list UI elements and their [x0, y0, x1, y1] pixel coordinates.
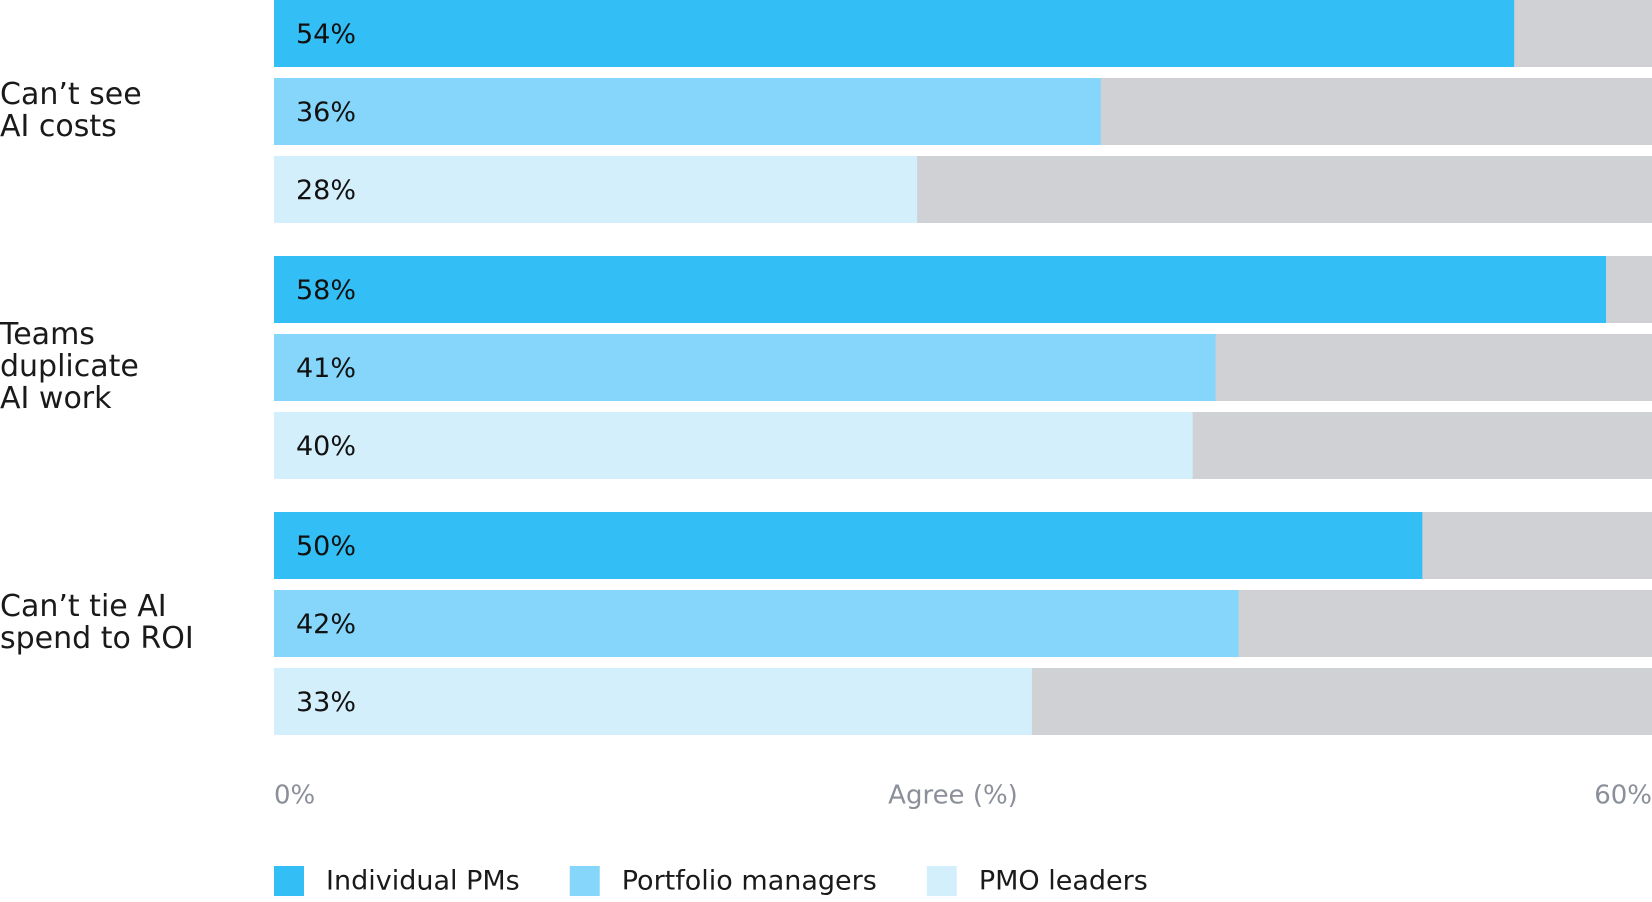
legend-label: Individual PMs: [326, 866, 520, 897]
category-label: spend to ROI: [0, 621, 194, 656]
value-label: 36%: [296, 97, 356, 128]
value-label: 33%: [296, 687, 356, 718]
bar: [274, 512, 1423, 579]
legend-swatch: [926, 866, 957, 896]
category-label: duplicate: [0, 349, 139, 384]
value-label: 50%: [296, 531, 356, 562]
bar: [274, 256, 1607, 323]
value-label: 28%: [296, 175, 356, 206]
bar: [274, 0, 1515, 67]
value-label: 40%: [296, 431, 356, 462]
bar: [274, 78, 1101, 145]
bar: [274, 156, 918, 223]
value-label: 41%: [296, 353, 356, 384]
category-label: Can’t tie AI: [0, 589, 167, 624]
legend-label: Portfolio managers: [622, 866, 877, 897]
category-label: AI costs: [0, 109, 117, 144]
legend-swatch: [569, 866, 600, 896]
category-label: Can’t see: [0, 77, 142, 112]
category-label: AI work: [0, 381, 112, 416]
x-tick-label: 0%: [274, 781, 315, 811]
bar: [274, 334, 1216, 401]
value-label: 58%: [296, 275, 356, 306]
x-axis-label: Agree (%): [888, 781, 1018, 811]
value-label: 54%: [296, 19, 356, 50]
legend-swatch: [274, 866, 304, 896]
bar: [274, 590, 1239, 657]
category-label: Teams: [0, 317, 95, 352]
x-tick-label: 60%: [1594, 781, 1652, 811]
value-label: 42%: [296, 609, 356, 640]
bar: [274, 668, 1032, 735]
bar: [274, 412, 1193, 479]
legend-label: PMO leaders: [979, 866, 1148, 897]
